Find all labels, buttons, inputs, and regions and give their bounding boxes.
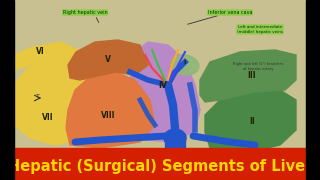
- Text: IV: IV: [159, 80, 167, 89]
- Bar: [14, 0, 306, 148]
- Text: Right hepatic vein: Right hepatic vein: [63, 10, 107, 15]
- Polygon shape: [14, 42, 78, 70]
- Polygon shape: [200, 50, 296, 102]
- Bar: [165, 134, 185, 148]
- Text: VI: VI: [36, 48, 44, 57]
- Text: V: V: [105, 55, 111, 64]
- Text: III: III: [248, 71, 256, 80]
- Ellipse shape: [171, 55, 199, 75]
- Bar: [0, 148, 320, 180]
- Text: T: T: [36, 94, 40, 99]
- Polygon shape: [66, 72, 155, 148]
- Polygon shape: [14, 60, 92, 145]
- Text: Hepatic (Surgical) Segments of Liver: Hepatic (Surgical) Segments of Liver: [8, 159, 312, 174]
- Text: VIII: VIII: [101, 111, 115, 120]
- Text: VII: VII: [42, 114, 54, 123]
- Polygon shape: [205, 90, 296, 152]
- Text: Left and intermediate
(middle) hepatic veins: Left and intermediate (middle) hepatic v…: [237, 25, 283, 34]
- Bar: [306, 0, 320, 180]
- Polygon shape: [130, 42, 200, 142]
- Text: II: II: [249, 118, 255, 127]
- Ellipse shape: [164, 129, 186, 147]
- Text: I: I: [184, 60, 186, 66]
- Text: Inferior vena cava: Inferior vena cava: [208, 10, 252, 15]
- Bar: [0, 0, 14, 180]
- Polygon shape: [68, 40, 148, 80]
- Text: Right and left (1°) branches
of hepatic artery: Right and left (1°) branches of hepatic …: [233, 62, 283, 71]
